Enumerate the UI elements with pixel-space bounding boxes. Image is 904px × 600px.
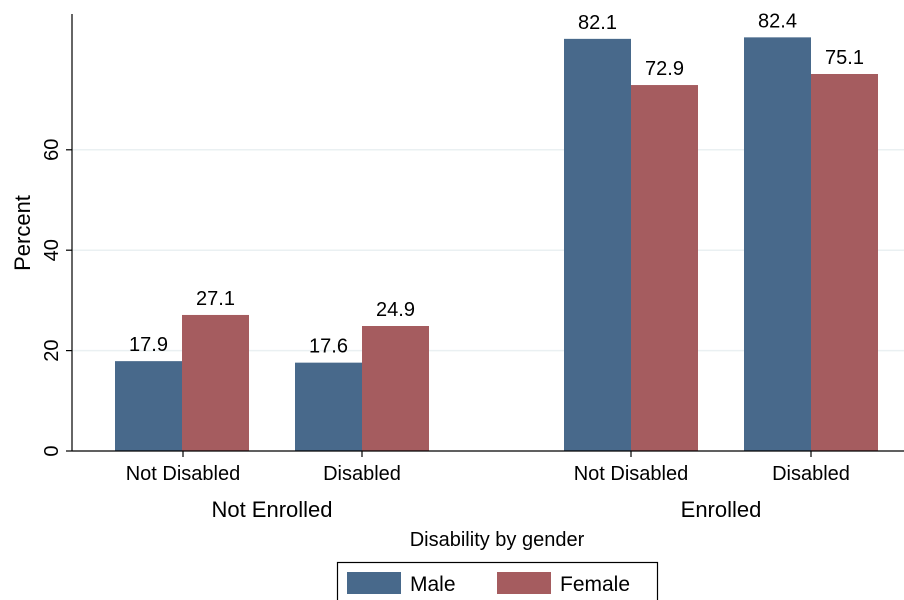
category-label: Not Disabled (126, 463, 241, 485)
data-label: 24.9 (376, 299, 415, 321)
legend-label-male: Male (410, 573, 456, 596)
y-axis-title: Percent (10, 195, 35, 271)
x-axis-title: Disability by gender (410, 529, 585, 551)
axes: 0 20 40 60 Not Disabled Disabled Not Enrolled N… (41, 14, 904, 522)
bar-female (362, 326, 429, 451)
data-label: 72.9 (645, 58, 684, 80)
y-tick-label: 20 (41, 339, 63, 361)
legend-label-female: Female (560, 573, 630, 596)
category-label: Not Disabled (574, 463, 689, 485)
data-label: 27.1 (196, 288, 235, 310)
data-labels: 17.9 17.6 82.1 82.4 27.1 24.9 72.9 75.1 (129, 10, 864, 357)
category-label: Disabled (323, 463, 401, 485)
y-tick-label: 60 (41, 139, 63, 161)
data-label: 17.9 (129, 334, 168, 356)
bar-female (811, 73, 878, 452)
data-label: 17.6 (309, 336, 348, 358)
bar-female (631, 85, 698, 452)
legend-swatch-female (497, 572, 551, 594)
bar-male (115, 361, 182, 451)
bar-male (744, 37, 811, 452)
legend: Male Female (336, 561, 659, 600)
legend-swatch-male (347, 572, 401, 594)
group-label: Not Enrolled (211, 497, 332, 522)
y-tick-label: 0 (41, 445, 63, 456)
group-label: Enrolled (681, 497, 762, 522)
data-label: 82.1 (578, 12, 617, 34)
y-tick-label: 40 (41, 239, 63, 261)
category-label: Disabled (772, 463, 850, 485)
bar-male (564, 38, 631, 451)
data-label: 82.4 (758, 10, 797, 32)
bar-male (295, 362, 362, 451)
bar-female (182, 314, 249, 451)
data-label: 75.1 (825, 47, 864, 69)
bars (115, 37, 878, 452)
